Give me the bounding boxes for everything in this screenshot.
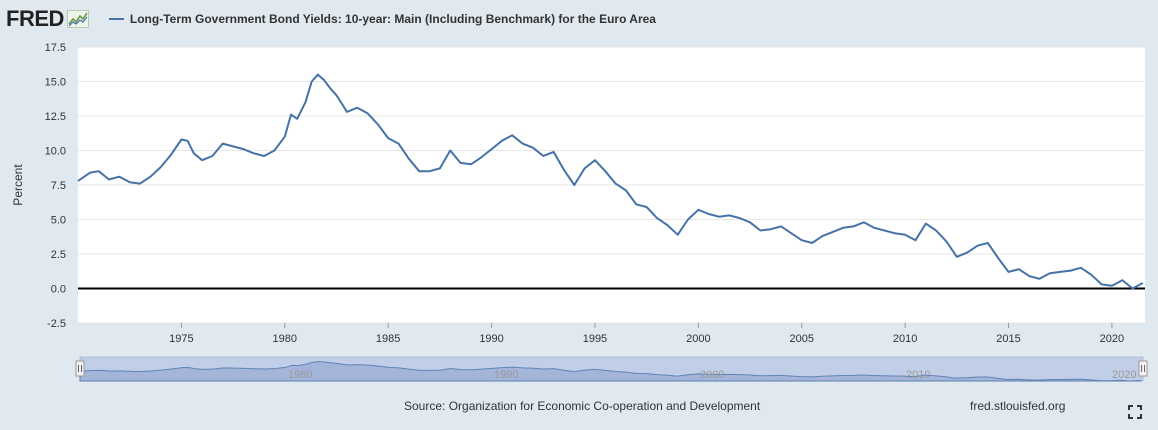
legend-label: Long-Term Government Bond Yields: 10-yea… [129, 12, 656, 26]
navigator-mask [80, 357, 1143, 381]
fred-logo-text: FRED [6, 6, 64, 31]
y-axis-label: Percent [11, 164, 25, 206]
x-tick-label: 2000 [686, 333, 710, 345]
navigator-label: 1990 [494, 369, 518, 381]
y-tick-label: 17.5 [45, 42, 66, 54]
x-tick-label: 2015 [996, 333, 1020, 345]
source-note: Source: Organization for Economic Co-ope… [404, 399, 761, 413]
y-tick-label: 15.0 [45, 77, 66, 89]
chart-legend[interactable]: Long-Term Government Bond Yields: 10-yea… [108, 12, 656, 26]
navigator-area [79, 361, 1142, 382]
y-tick-label: 7.5 [51, 180, 66, 192]
navigator-label: 2000 [700, 369, 724, 381]
x-tick-label: 1990 [479, 333, 503, 345]
y-tick-label: 0.0 [51, 284, 66, 296]
x-tick-label: 2005 [789, 333, 813, 345]
series-line [77, 73, 1144, 290]
trend-graph-icon [66, 10, 89, 28]
fullscreen-icon[interactable] [1128, 405, 1142, 419]
chart-header: FRED Long-Term Government Bond Yields: 1… [6, 4, 656, 34]
x-tick-label: 2010 [893, 333, 917, 345]
y-tick-label: 2.5 [51, 249, 66, 261]
x-tick-label: 1985 [376, 333, 400, 345]
fred-logo[interactable]: FRED [6, 6, 89, 32]
x-tick-label: 1995 [583, 333, 607, 345]
y-tick-label: 10.0 [45, 146, 66, 158]
y-tick-label: -2.5 [47, 318, 66, 330]
legend-swatch [108, 18, 124, 20]
navigator-handle-right[interactable] [1138, 360, 1148, 377]
site-credit: fred.stlouisfed.org [970, 399, 1066, 413]
y-tick-label: 5.0 [51, 215, 66, 227]
x-tick-label: 1980 [273, 333, 297, 345]
x-tick-label: 2020 [1100, 333, 1124, 345]
navigator-handle-left[interactable] [75, 360, 85, 377]
x-tick-label: 1975 [169, 333, 193, 345]
navigator-label: 2010 [906, 369, 930, 381]
y-tick-label: 12.5 [45, 111, 66, 123]
navigator-label: 2020 [1112, 369, 1136, 381]
navigator-label: 1980 [288, 369, 312, 381]
